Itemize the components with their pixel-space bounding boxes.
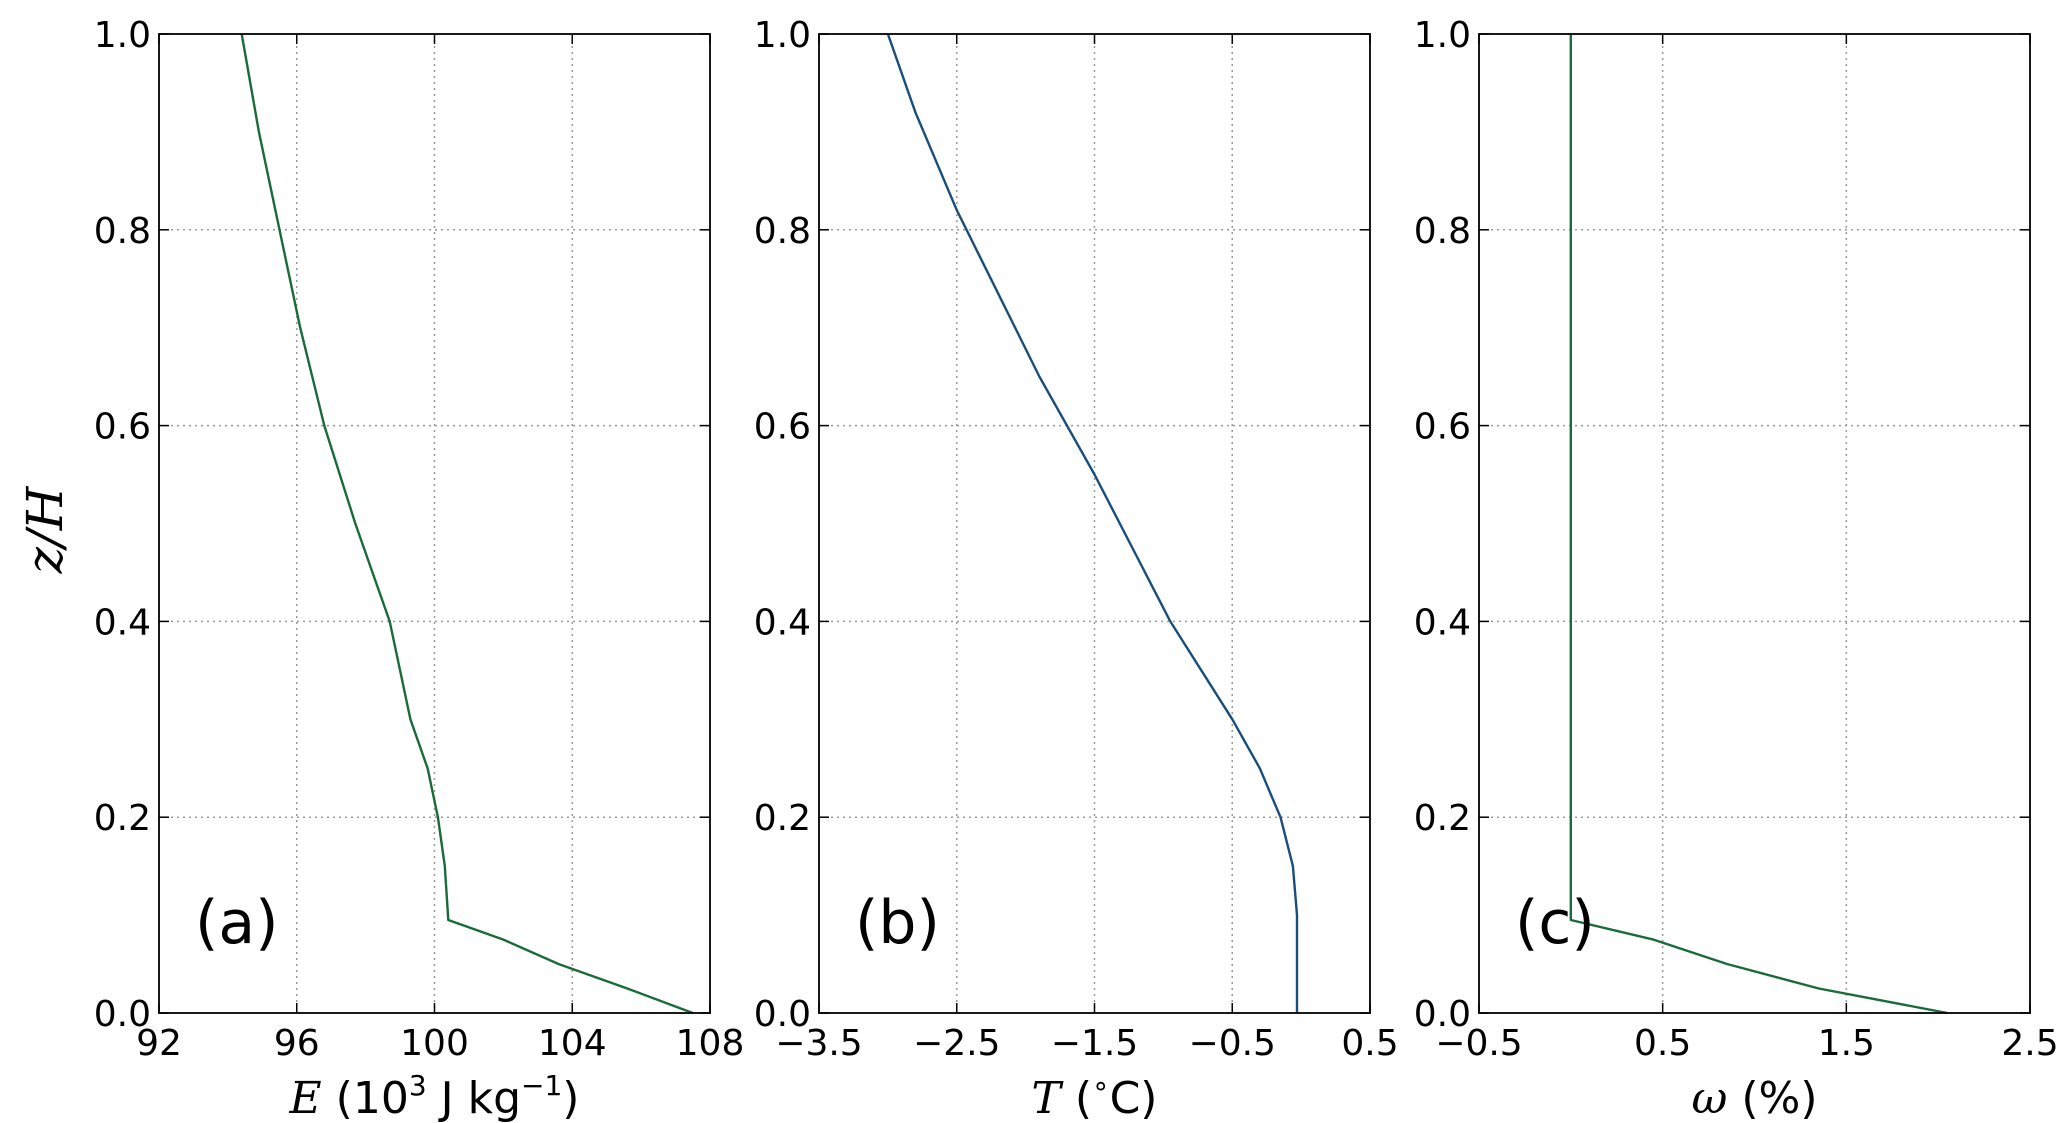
y-tick-label: 0.0 (754, 994, 811, 1035)
x-tick-label: 0.5 (1341, 1023, 1398, 1064)
series-line (240, 33, 694, 1015)
x-tick-label: −2.5 (913, 1023, 1000, 1064)
y-tick-label: 0.6 (1414, 407, 1471, 448)
plot-area (819, 34, 1370, 1013)
y-axis-label: z/H (16, 485, 74, 574)
panel-c: −0.5 0.5 1.5 2.5 0.0 0.2 0.4 0.6 0.8 1.0 (c) ω (%) (1414, 15, 2059, 1123)
x-tick-label: 96 (274, 1023, 320, 1064)
x-tick-label: 108 (676, 1023, 745, 1064)
series-line (1569, 34, 1948, 1015)
panel-label: (a) (195, 888, 279, 958)
y-tick-label: 1.0 (754, 15, 811, 56)
series-line (886, 33, 1299, 1013)
x-tick-label: 104 (538, 1023, 607, 1064)
x-axis-label: ω (%) (1691, 1073, 1817, 1123)
y-tick-label: 0.4 (1414, 602, 1471, 643)
x-tick-label: 1.5 (1818, 1023, 1875, 1064)
axes-frame (1478, 33, 2031, 1014)
y-tick-label: 0.6 (754, 407, 811, 448)
x-tick-label: −0.5 (1435, 1023, 1522, 1064)
x-tick-label: 0.5 (1634, 1023, 1691, 1064)
x-tick-label: 100 (400, 1023, 469, 1064)
panel-label: (b) (855, 888, 940, 958)
x-tick-label: 2.5 (2001, 1023, 2058, 1064)
y-tick-label: 0.8 (1414, 211, 1471, 252)
panel-a: 92 96 100 104 108 0.0 0.2 0.4 0.6 0.8 1.0 (a) E (103… (94, 15, 745, 1123)
y-tick-label: 0.0 (94, 994, 151, 1035)
y-tick-label: 0.0 (1414, 994, 1471, 1035)
y-tick-label: 1.0 (1414, 15, 1471, 56)
y-tick-label: 0.4 (754, 602, 811, 643)
y-tick-label: 0.2 (94, 798, 151, 839)
x-tick-label: −1.5 (1051, 1023, 1138, 1064)
panel-label: (c) (1515, 888, 1595, 958)
x-tick-label: 92 (136, 1023, 182, 1064)
plot-area (159, 34, 710, 1013)
x-axis-label: T (∘C) (1032, 1069, 1158, 1123)
x-tick-label: −3.5 (775, 1023, 862, 1064)
plot-area (1479, 34, 2030, 1013)
y-tick-label: 0.6 (94, 407, 151, 448)
x-axis-label: E (103 J kg−1) (289, 1069, 580, 1123)
y-tick-label: 1.0 (94, 15, 151, 56)
x-tick-label: −0.5 (1189, 1023, 1276, 1064)
y-tick-label: 0.2 (754, 798, 811, 839)
y-tick-label: 0.2 (1414, 798, 1471, 839)
panel-b: −3.5 −2.5 −1.5 −0.5 0.5 0.0 0.2 0.4 0.6 0.8 1.0 (b)… (754, 15, 1399, 1123)
y-tick-label: 0.8 (754, 211, 811, 252)
y-tick-label: 0.4 (94, 602, 151, 643)
y-tick-label: 0.8 (94, 211, 151, 252)
